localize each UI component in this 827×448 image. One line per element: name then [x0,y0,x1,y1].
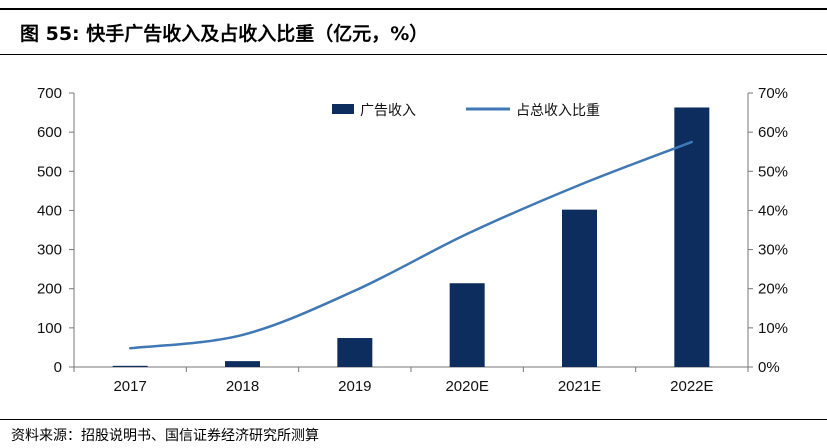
chart-legend: 广告收入 占总收入比重 [332,103,600,119]
right-tick-label: 30% [758,242,788,259]
legend-bar-label: 广告收入 [360,103,416,119]
bar-series [112,107,710,368]
chart-axes: 0 100 200 300 400 500 600 700 0% 10% 20% 30% 40% 50% 6… [37,85,788,395]
left-tick-label: 600 [37,124,62,141]
source-note: 资料来源：招股说明书、国信证券经济研究所测算 [11,428,319,444]
x-tick-label: 2022E [670,378,713,395]
source-rule [0,419,827,420]
left-tick-label: 300 [37,242,62,259]
line-point-2020E [465,232,469,236]
x-tick-label: 2021E [558,378,601,395]
right-tick-label: 0% [758,359,780,376]
line-point-2018 [241,333,244,337]
x-tick-label: 2019 [338,378,371,395]
left-tick-label: 0 [54,359,62,376]
left-tick-label: 700 [37,85,62,102]
share-of-revenue-line [130,140,693,350]
legend-line-label: 占总收入比重 [516,103,600,119]
bar-2017 [112,365,148,367]
x-tick-label: 2018 [226,378,259,395]
bar-2020E [449,283,485,367]
line-point-2019 [353,289,357,292]
figure-title: 图 55: 快手广告收入及占收入比重（亿元，%） [20,23,429,45]
right-tick-label: 20% [758,281,788,298]
bar-2022E [674,107,710,368]
right-tick-label: 40% [758,202,788,219]
bar-2019 [337,338,373,367]
left-tick-label: 100 [37,320,62,337]
right-tick-label: 70% [758,85,788,102]
line-point-2022E [690,140,694,144]
line-series [128,140,694,350]
title-rule [0,54,827,55]
x-tick-label: 2020E [445,378,488,395]
ad-revenue-chart: 0 100 200 300 400 500 600 700 0% 10% 20% 30% 40% 50% 6… [37,85,788,395]
bar-2018 [225,361,260,367]
x-tick-label: 2017 [113,378,146,395]
line-point-2021E [578,183,581,187]
top-rule [0,8,827,10]
line-point-2017 [128,347,132,350]
legend-bar-swatch [332,104,354,114]
left-tick-label: 500 [37,163,62,180]
right-tick-label: 10% [758,320,788,337]
right-tick-label: 50% [758,163,788,180]
bar-2021E [562,209,597,367]
left-tick-label: 400 [37,202,62,219]
left-tick-label: 200 [37,281,62,298]
right-tick-label: 60% [758,124,788,141]
